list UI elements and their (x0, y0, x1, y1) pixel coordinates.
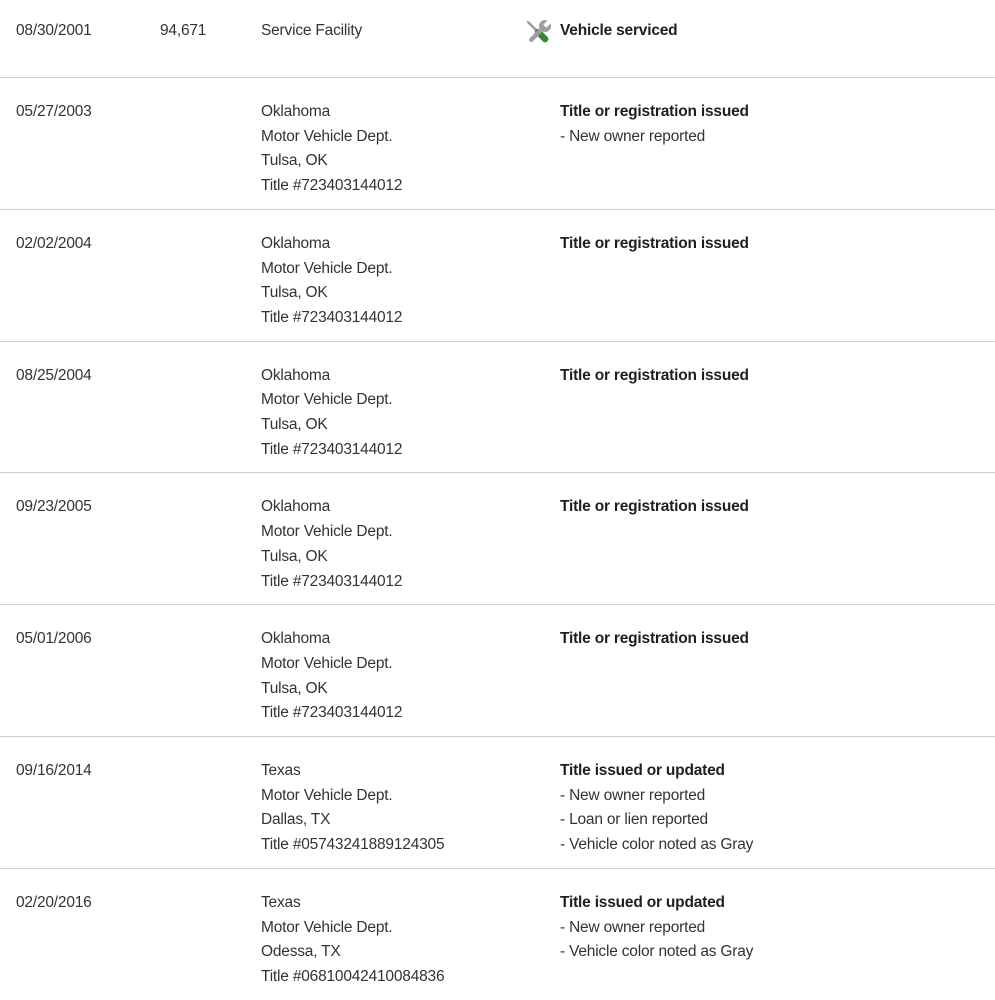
record-source: Oklahoma Motor Vehicle Dept. Tulsa, OK T… (261, 495, 516, 594)
record-event-title: Title or registration issued (560, 630, 749, 648)
source-line: Tulsa, OK (261, 679, 328, 697)
source-line: Tulsa, OK (261, 416, 328, 434)
source-line: Dallas, TX (261, 811, 331, 829)
source-line: Oklahoma (261, 630, 331, 648)
history-row: 08/25/2004 Oklahoma Motor Vehicle Dept. … (0, 342, 995, 474)
record-source: Texas Motor Vehicle Dept. Odessa, TX Tit… (261, 891, 516, 990)
record-event-title: Title or registration issued (560, 234, 749, 252)
record-source: Oklahoma Motor Vehicle Dept. Tulsa, OK T… (261, 100, 516, 199)
record-date: 08/25/2004 (16, 366, 92, 384)
record-event-title: Title or registration issued (560, 103, 749, 120)
source-line: Title #06810042410084836 (261, 967, 445, 985)
record-date: 02/02/2004 (16, 234, 92, 252)
source-line: Tulsa, OK (261, 284, 328, 302)
source-line: Oklahoma (261, 498, 331, 516)
tools-icon (525, 18, 553, 43)
history-row: 05/27/2003 Oklahoma Motor Vehicle Dept. … (0, 78, 995, 210)
history-row: 08/30/2001 94,671 Service Facility (0, 0, 995, 78)
history-row: 02/20/2016 Texas Motor Vehicle Dept. Ode… (0, 869, 995, 1000)
record-detail-item: - New owner reported (560, 918, 706, 936)
history-row: 09/23/2005 Oklahoma Motor Vehicle Dept. … (0, 473, 995, 606)
record-date: 08/30/2001 (16, 22, 92, 39)
record-details: Vehicle serviced (560, 19, 987, 44)
record-source: Oklahoma Motor Vehicle Dept. Tulsa, OK T… (261, 364, 516, 463)
source-line: Texas (261, 762, 301, 780)
source-line: Oklahoma (261, 234, 331, 252)
record-odometer: 94,671 (160, 22, 207, 39)
record-date: 09/16/2014 (16, 762, 92, 780)
record-event-title: Vehicle serviced (560, 22, 678, 39)
source-line: Title #723403144012 (261, 704, 403, 722)
source-line: Motor Vehicle Dept. (261, 127, 393, 145)
source-line: Motor Vehicle Dept. (261, 786, 393, 804)
source-line: Tulsa, OK (261, 547, 328, 565)
record-date: 02/20/2016 (16, 893, 92, 911)
record-event-title: Title or registration issued (560, 498, 749, 516)
record-event-title: Title or registration issued (560, 366, 749, 384)
record-detail-item: - Vehicle color noted as Gray (560, 943, 754, 961)
history-row: 05/01/2006 Oklahoma Motor Vehicle Dept. … (0, 605, 995, 738)
history-row: 09/16/2014 Texas Motor Vehicle Dept. Dal… (0, 737, 995, 869)
source-line: Oklahoma (261, 103, 331, 120)
source-line: Motor Vehicle Dept. (261, 523, 393, 541)
source-line: Tulsa, OK (261, 152, 328, 170)
record-detail-item: - New owner reported (560, 786, 706, 804)
record-source: Texas Motor Vehicle Dept. Dallas, TX Tit… (261, 759, 516, 858)
source-line: Motor Vehicle Dept. (261, 391, 393, 409)
source-line: Title #723403144012 (261, 308, 403, 326)
source-line: Motor Vehicle Dept. (261, 918, 393, 936)
source-line: Title #05743241889124305 (261, 836, 445, 854)
record-details: Title or registration issued (560, 627, 987, 652)
source-line: Motor Vehicle Dept. (261, 654, 393, 672)
record-source: Oklahoma Motor Vehicle Dept. Tulsa, OK T… (261, 627, 516, 726)
source-line: Motor Vehicle Dept. (261, 259, 393, 277)
record-details: Title or registration issued (560, 495, 987, 520)
record-event-title: Title issued or updated (560, 762, 725, 780)
source-line: Oklahoma (261, 366, 331, 384)
record-icon-cell (516, 18, 560, 51)
record-detail-item: - Loan or lien reported (560, 811, 708, 829)
record-details: Title or registration issued - New owner… (560, 100, 987, 149)
source-line: Service Facility (261, 22, 363, 39)
record-details: Title issued or updated - New owner repo… (560, 759, 987, 858)
record-source: Oklahoma Motor Vehicle Dept. Tulsa, OK T… (261, 232, 516, 331)
record-date: 09/23/2005 (16, 498, 92, 516)
source-line: Odessa, TX (261, 943, 341, 961)
source-line: Title #723403144012 (261, 177, 403, 195)
record-detail-item: - New owner reported (560, 127, 706, 145)
record-details: Title or registration issued (560, 364, 987, 389)
record-details: Title issued or updated - New owner repo… (560, 891, 987, 965)
source-line: Texas (261, 893, 301, 911)
record-date: 05/01/2006 (16, 630, 92, 648)
record-date: 05/27/2003 (16, 103, 92, 120)
source-line: Title #723403144012 (261, 440, 403, 458)
record-event-title: Title issued or updated (560, 893, 725, 911)
record-detail-item: - Vehicle color noted as Gray (560, 836, 754, 854)
record-details: Title or registration issued (560, 232, 987, 257)
source-line: Title #723403144012 (261, 572, 403, 590)
history-row: 02/02/2004 Oklahoma Motor Vehicle Dept. … (0, 210, 995, 342)
record-source: Service Facility (261, 19, 516, 44)
